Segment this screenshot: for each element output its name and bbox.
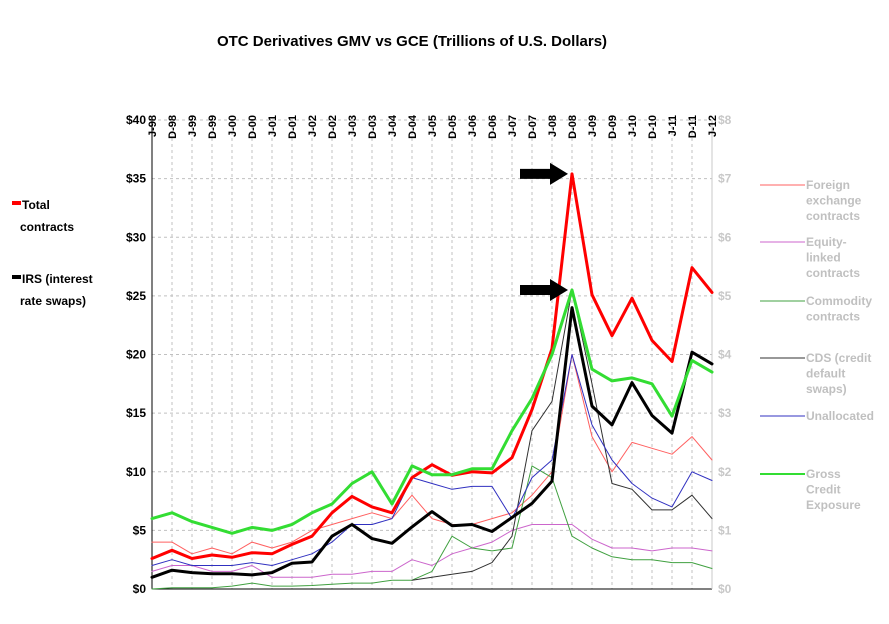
legend-label: IRS (interest	[22, 272, 93, 286]
x-tick-label: J-12	[707, 115, 719, 137]
series-line-foreign-exchange-contracts	[151, 354, 713, 555]
x-tick-label: J-98	[147, 115, 159, 137]
series-line-cds-credit-default-swaps	[411, 289, 713, 581]
legend-label: CDS (credit	[806, 351, 871, 365]
y-tick-label-left: $5	[133, 523, 147, 537]
legend-swatch	[12, 201, 21, 205]
x-tick-label: J-99	[187, 115, 199, 137]
legend-label: Equity-	[806, 235, 847, 249]
series-line-equity-linked-contracts	[151, 524, 713, 578]
x-tick-label: J-06	[467, 115, 479, 137]
y-axis-left-ticks: $0 $5 $10 $15 $20 $25 $30 $35 $40	[126, 113, 146, 596]
annotations	[520, 162, 568, 302]
y-tick-label-left: $40	[126, 113, 146, 127]
x-axis-ticks: J-98 D-98 J-99 D-99 J-00 D-00 J-01 D-01 J-02 D-02…	[147, 114, 719, 139]
x-tick-label: J-08	[547, 115, 559, 137]
legend-label: Total	[22, 198, 50, 212]
legend-label: Credit	[806, 483, 841, 497]
x-tick-label: D-10	[647, 115, 659, 139]
x-tick-label: J-07	[507, 115, 519, 137]
legend-label: default	[806, 367, 845, 381]
x-tick-label: J-05	[427, 115, 439, 137]
x-tick-label: D-09	[607, 115, 619, 139]
legend-label: linked	[806, 251, 841, 265]
axes	[151, 120, 713, 590]
y-tick-label-right: $2	[718, 465, 732, 479]
x-tick-label: J-01	[267, 115, 279, 137]
x-tick-label: D-03	[367, 115, 379, 139]
series-lines	[150, 172, 714, 590]
legend-label: Gross	[806, 467, 841, 481]
y-tick-label-left: $20	[126, 348, 146, 362]
arrow-annotation	[520, 162, 568, 185]
x-tick-label: D-04	[407, 114, 419, 139]
x-tick-label: J-10	[627, 115, 639, 137]
y-axis-right-ticks: $0 $1 $2 $3 $4 $5 $6 $7 $8	[718, 113, 732, 596]
y-tick-label-left: $30	[126, 230, 146, 244]
y-tick-label-right: $0	[718, 582, 732, 596]
x-tick-label: D-11	[687, 115, 699, 138]
y-tick-label-left: $25	[126, 289, 146, 303]
series-line-gross-credit-exposure	[150, 288, 714, 535]
series-line-irs-interest-rate-swaps	[150, 306, 714, 579]
x-tick-label: D-06	[487, 115, 499, 139]
y-tick-label-right: $4	[718, 348, 732, 362]
y-tick-label-right: $7	[718, 172, 732, 186]
arrow-annotation	[520, 279, 568, 302]
series-line-total-contracts	[150, 172, 714, 560]
legend-label: exchange	[806, 194, 862, 208]
y-tick-label-right: $8	[718, 113, 732, 127]
y-tick-label-right: $6	[718, 230, 732, 244]
x-tick-label: J-09	[587, 115, 599, 137]
y-tick-label-left: $35	[126, 172, 146, 186]
legend-label: Exposure	[806, 498, 861, 512]
legend-label: contracts	[20, 220, 74, 234]
x-tick-label: D-02	[327, 115, 339, 139]
y-tick-label-left: $10	[126, 465, 146, 479]
legend-left: Total contracts IRS (interest rate swaps)	[12, 198, 93, 308]
y-tick-label-right: $1	[718, 523, 732, 537]
x-tick-label: J-11	[667, 115, 679, 136]
x-tick-label: J-00	[227, 115, 239, 137]
x-tick-label: D-99	[207, 115, 219, 139]
y-tick-label-left: $0	[133, 582, 147, 596]
y-tick-label-right: $3	[718, 406, 732, 420]
legend-label: Unallocated	[806, 409, 874, 423]
series-line-unallocated	[151, 354, 713, 566]
x-tick-label: J-04	[387, 114, 399, 137]
x-tick-label: D-08	[567, 115, 579, 139]
legend-label: contracts	[806, 310, 860, 324]
x-tick-label: D-01	[287, 115, 299, 139]
x-tick-label: J-02	[307, 115, 319, 137]
legend-label: swaps)	[806, 382, 847, 396]
legend-label: Foreign	[806, 178, 850, 192]
x-tick-label: D-98	[167, 115, 179, 139]
legend-label: Commodity	[806, 294, 872, 308]
x-tick-label: D-05	[447, 115, 459, 139]
legend-label: contracts	[806, 209, 860, 223]
x-tick-label: D-00	[247, 115, 259, 139]
legend-right: ForeignexchangecontractsEquity-linkedcon…	[760, 178, 874, 512]
x-tick-label: D-07	[527, 115, 539, 139]
y-tick-label-left: $15	[126, 406, 146, 420]
chart-title: OTC Derivatives GMV vs GCE (Trillions of…	[217, 33, 607, 50]
legend-label: rate swaps)	[20, 294, 86, 308]
x-tick-label: J-03	[347, 115, 359, 137]
y-tick-label-right: $5	[718, 289, 732, 303]
series-line-commodity-contracts	[151, 465, 713, 590]
legend-label: contracts	[806, 266, 860, 280]
legend-swatch	[12, 275, 21, 279]
